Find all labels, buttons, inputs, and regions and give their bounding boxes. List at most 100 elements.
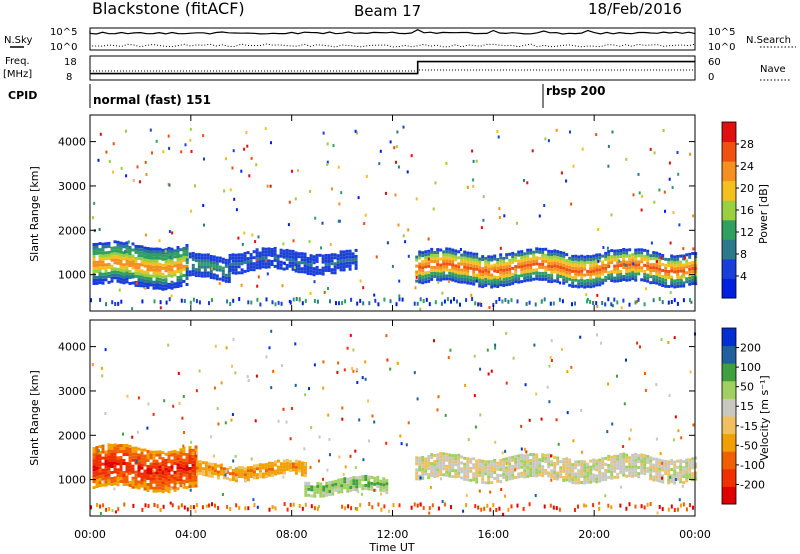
data-cell — [673, 282, 677, 286]
data-cell — [158, 471, 162, 475]
data-cell — [496, 461, 500, 465]
data-cell — [565, 253, 569, 257]
data-cell — [200, 262, 204, 266]
scatter-cell — [357, 490, 360, 494]
data-cell — [352, 485, 356, 489]
data-cell — [104, 254, 108, 258]
data-cell — [134, 274, 138, 278]
scatter-cell — [548, 364, 551, 368]
scatter-cell — [93, 201, 96, 205]
data-cell — [478, 465, 482, 468]
data-cell — [436, 459, 440, 463]
data-cell — [451, 254, 455, 258]
data-cell — [670, 468, 674, 472]
data-cell — [472, 273, 476, 277]
data-cell — [556, 274, 560, 278]
data-cell — [276, 263, 280, 267]
data-cell — [291, 465, 295, 469]
data-cell — [526, 456, 530, 460]
data-cell — [125, 450, 129, 453]
data-cell — [421, 467, 425, 471]
data-cell — [550, 280, 554, 284]
scatter-cell — [427, 237, 430, 241]
ground-cell — [549, 301, 552, 306]
data-cell — [469, 254, 473, 258]
data-cell — [101, 272, 105, 276]
data-cell — [128, 468, 132, 472]
data-cell — [469, 257, 473, 261]
data-cell — [125, 465, 129, 468]
scatter-cell — [544, 137, 547, 141]
data-cell — [631, 265, 635, 269]
data-cell — [264, 250, 268, 254]
data-cell — [529, 453, 533, 456]
data-cell — [517, 475, 521, 479]
scatter-cell — [636, 341, 639, 345]
data-cell — [676, 263, 680, 267]
data-cell — [439, 464, 443, 468]
scatter-cell — [526, 181, 529, 185]
data-cell — [556, 256, 560, 260]
ground-cell — [474, 301, 477, 306]
scatter-cell — [444, 413, 447, 417]
scatter-cell — [362, 286, 365, 290]
ground-cell — [592, 301, 595, 305]
data-cell — [191, 451, 195, 455]
scatter-cell — [501, 451, 504, 455]
data-cell — [484, 262, 488, 266]
scatter-cell — [231, 413, 234, 416]
data-cell — [185, 462, 189, 466]
data-cell — [457, 256, 461, 260]
data-cell — [562, 281, 566, 285]
data-cell — [457, 280, 461, 284]
scatter-cell — [546, 385, 549, 389]
ground-cell — [244, 506, 247, 511]
data-cell — [385, 482, 389, 486]
data-cell — [140, 451, 144, 455]
data-cell — [424, 274, 428, 278]
data-cell — [243, 473, 247, 477]
data-cell — [463, 465, 467, 469]
scatter-cell — [595, 133, 598, 137]
scatter-cell — [252, 498, 255, 502]
ground-cell — [558, 507, 561, 512]
data-cell — [373, 479, 377, 483]
data-cell — [694, 465, 698, 469]
data-cell — [502, 475, 506, 479]
data-cell — [550, 463, 554, 467]
data-cell — [167, 490, 171, 494]
scatter-cell — [237, 236, 240, 240]
scatter-cell — [161, 471, 164, 475]
data-cell — [128, 249, 132, 252]
scatter-cell — [504, 449, 507, 453]
scatter-cell — [354, 129, 357, 133]
data-cell — [131, 455, 135, 459]
freq-unit: [MHz] — [3, 69, 32, 80]
data-cell — [676, 272, 680, 276]
scatter-cell — [512, 356, 515, 360]
data-cell — [463, 262, 467, 266]
ground-cell — [689, 503, 691, 508]
data-cell — [143, 457, 147, 461]
data-cell — [167, 252, 171, 256]
ground-cell — [398, 503, 401, 508]
ground-cell — [510, 504, 513, 509]
data-cell — [155, 259, 159, 263]
data-cell — [496, 285, 500, 288]
data-cell — [119, 244, 123, 248]
data-cell — [176, 261, 180, 264]
data-cell — [439, 452, 443, 456]
data-cell — [354, 257, 358, 261]
data-cell — [481, 258, 485, 262]
data-cell — [158, 253, 162, 257]
data-cell — [595, 274, 599, 278]
ground-cell — [301, 506, 304, 511]
data-cell — [182, 461, 186, 465]
data-cell — [164, 470, 168, 474]
cpid-segment-2: rbsp 200 — [546, 84, 605, 98]
data-cell — [349, 489, 353, 492]
data-cell — [427, 249, 431, 253]
data-cell — [493, 263, 497, 267]
scatter-cell — [183, 431, 185, 434]
